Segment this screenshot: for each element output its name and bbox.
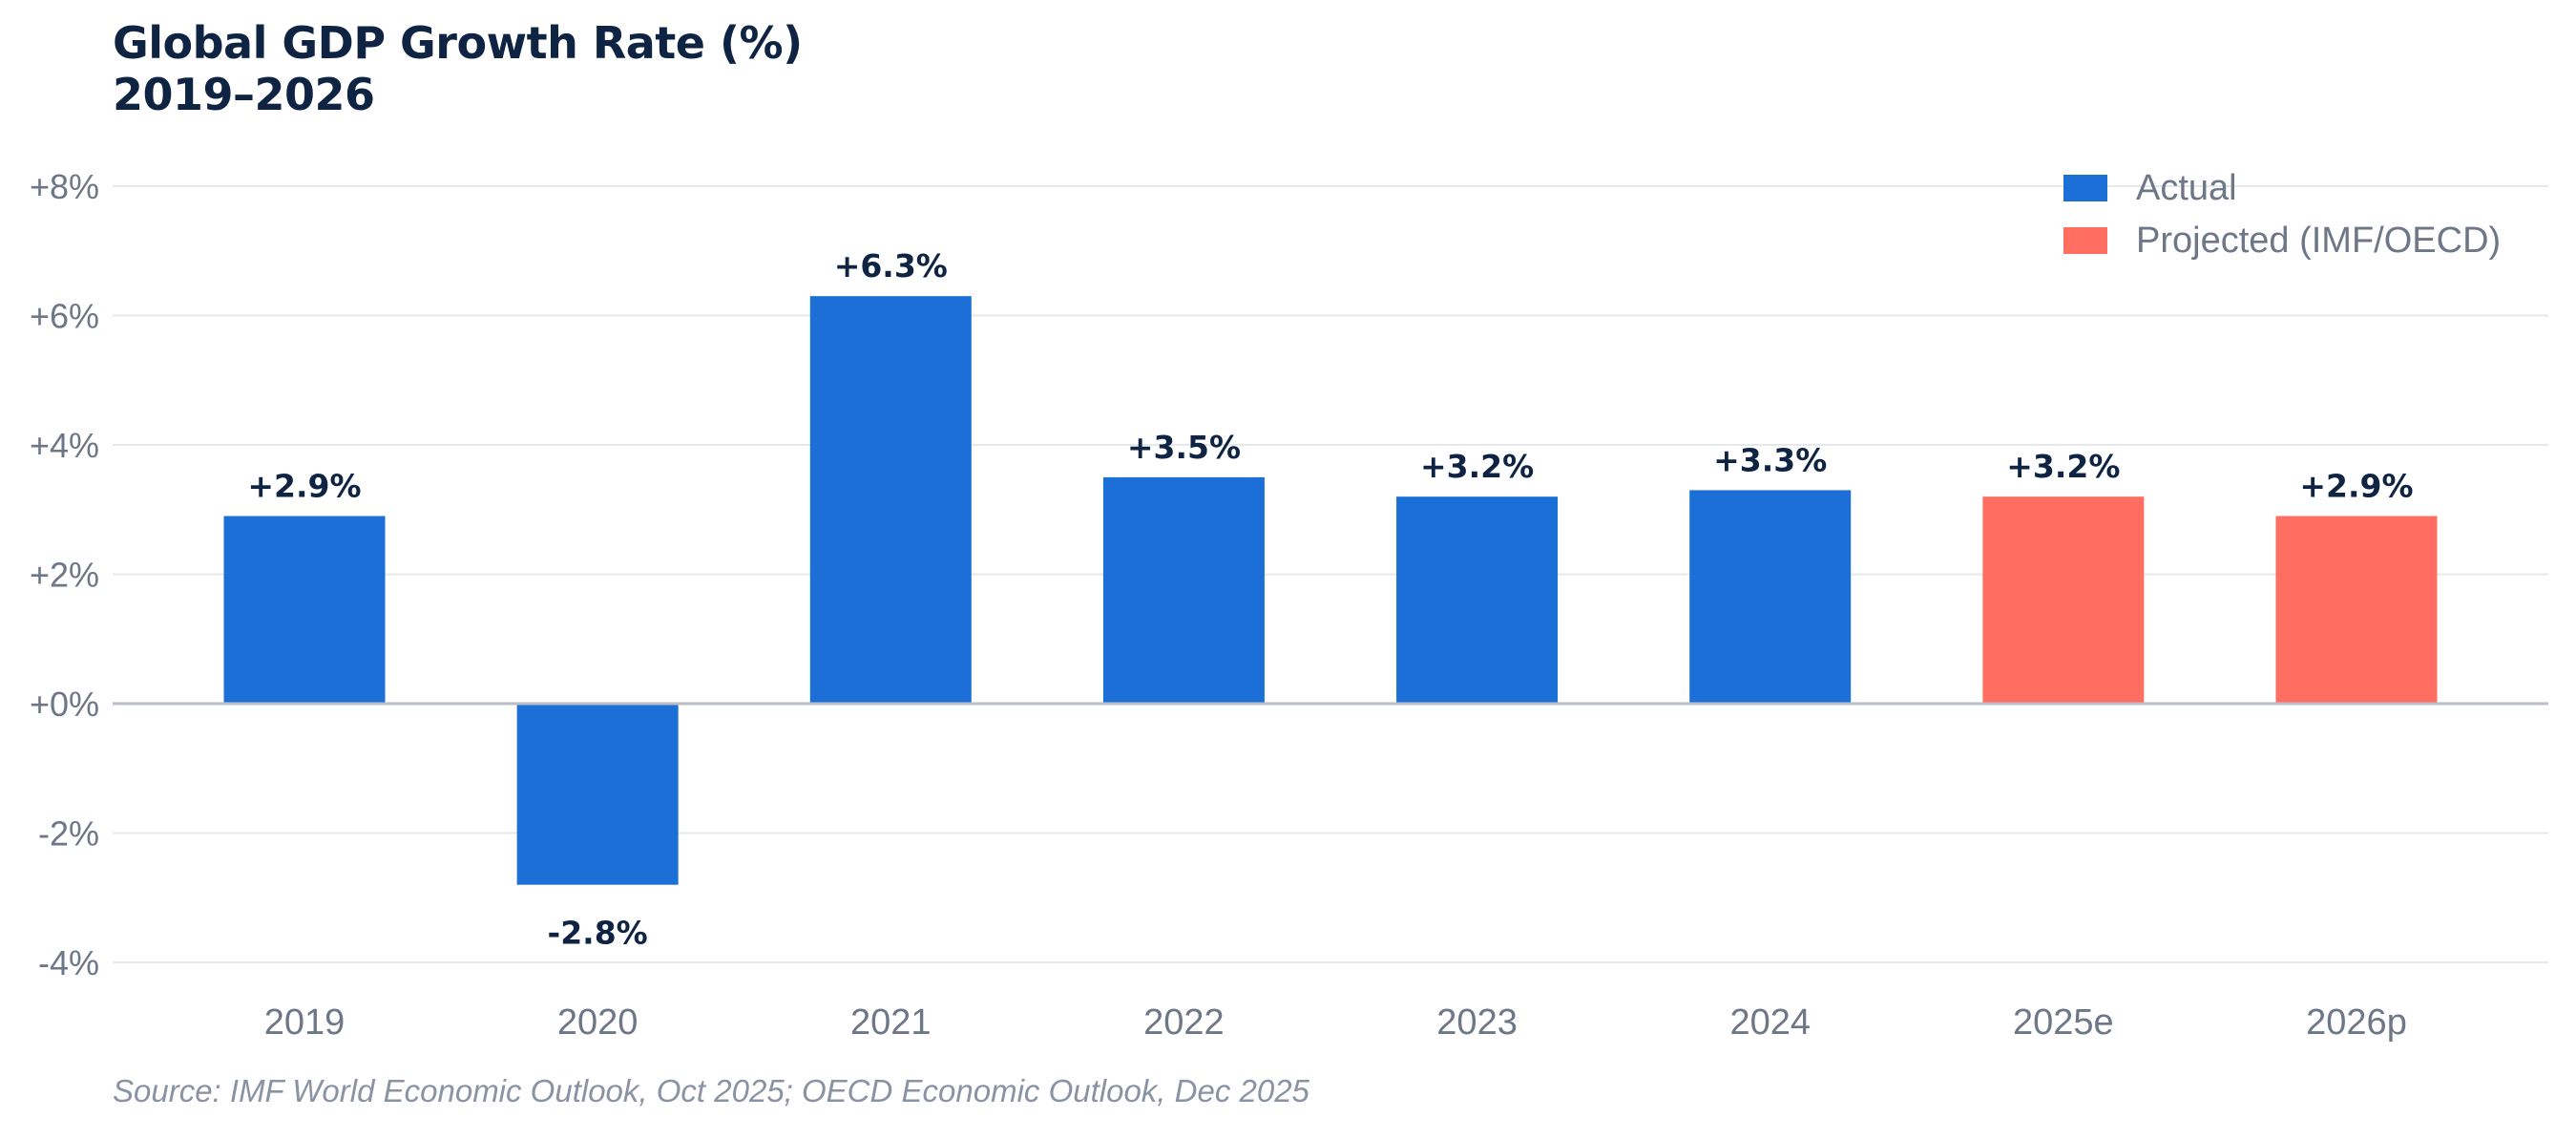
value-label: -2.8% (548, 915, 648, 952)
legend: Actual Projected (IMF/OECD) (2063, 168, 2501, 261)
x-tick-label: 2022 (1143, 1002, 1225, 1043)
bar-2021 (809, 296, 972, 704)
value-label: +6.3% (834, 247, 948, 285)
x-axis-ticks: 2019 2020 2021 2022 2023 2024 2025e 2026p (264, 1002, 2407, 1043)
y-tick-label: +8% (30, 167, 99, 206)
y-axis-ticks: +8% +6% +4% +2% +0% -2% -4% (30, 167, 99, 982)
grid-lines (113, 185, 2548, 963)
legend-swatch-projected (2063, 227, 2107, 254)
value-label: +3.3% (1713, 441, 1827, 478)
value-label: +3.2% (1420, 448, 1534, 485)
chart-title-block: Global GDP Growth Rate (%) 2019–2026 (113, 17, 803, 120)
bars (223, 296, 2438, 885)
bar-2020 (516, 704, 679, 885)
bar-2025e (1982, 496, 2145, 704)
chart-subtitle: 2019–2026 (113, 69, 375, 120)
x-tick-label: 2019 (264, 1002, 346, 1043)
legend-label-actual: Actual (2136, 168, 2237, 208)
y-tick-label: +6% (30, 297, 99, 336)
x-tick-label: 2024 (1729, 1002, 1811, 1043)
bar-2022 (1102, 476, 1265, 704)
legend-label-projected: Projected (IMF/OECD) (2136, 221, 2501, 261)
value-labels: +2.9% -2.8% +6.3% +3.5% +3.2% +3.3% +3.2% +2.9% (247, 247, 2413, 952)
bar-2023 (1396, 496, 1559, 704)
source-note: Source: IMF World Economic Outlook, Oct … (113, 1073, 1309, 1108)
x-tick-label: 2023 (1436, 1002, 1518, 1043)
value-label: +2.9% (247, 468, 361, 505)
x-tick-label: 2026p (2306, 1002, 2407, 1043)
chart-title: Global GDP Growth Rate (%) (113, 17, 803, 69)
y-tick-label: -2% (38, 814, 99, 854)
bar-2026p (2275, 516, 2438, 704)
x-tick-label: 2025e (2013, 1002, 2114, 1043)
bar-2019 (223, 516, 386, 704)
legend-swatch-actual (2063, 175, 2107, 201)
y-tick-label: +2% (30, 556, 99, 595)
value-label: +2.9% (2299, 468, 2413, 505)
value-label: +3.5% (1127, 429, 1241, 466)
y-tick-label: +0% (30, 685, 99, 724)
value-label: +3.2% (2006, 448, 2120, 485)
y-tick-label: +4% (30, 426, 99, 465)
x-tick-label: 2020 (557, 1002, 639, 1043)
y-tick-label: -4% (38, 943, 99, 982)
x-tick-label: 2021 (850, 1002, 932, 1043)
bar-2024 (1689, 490, 1852, 704)
